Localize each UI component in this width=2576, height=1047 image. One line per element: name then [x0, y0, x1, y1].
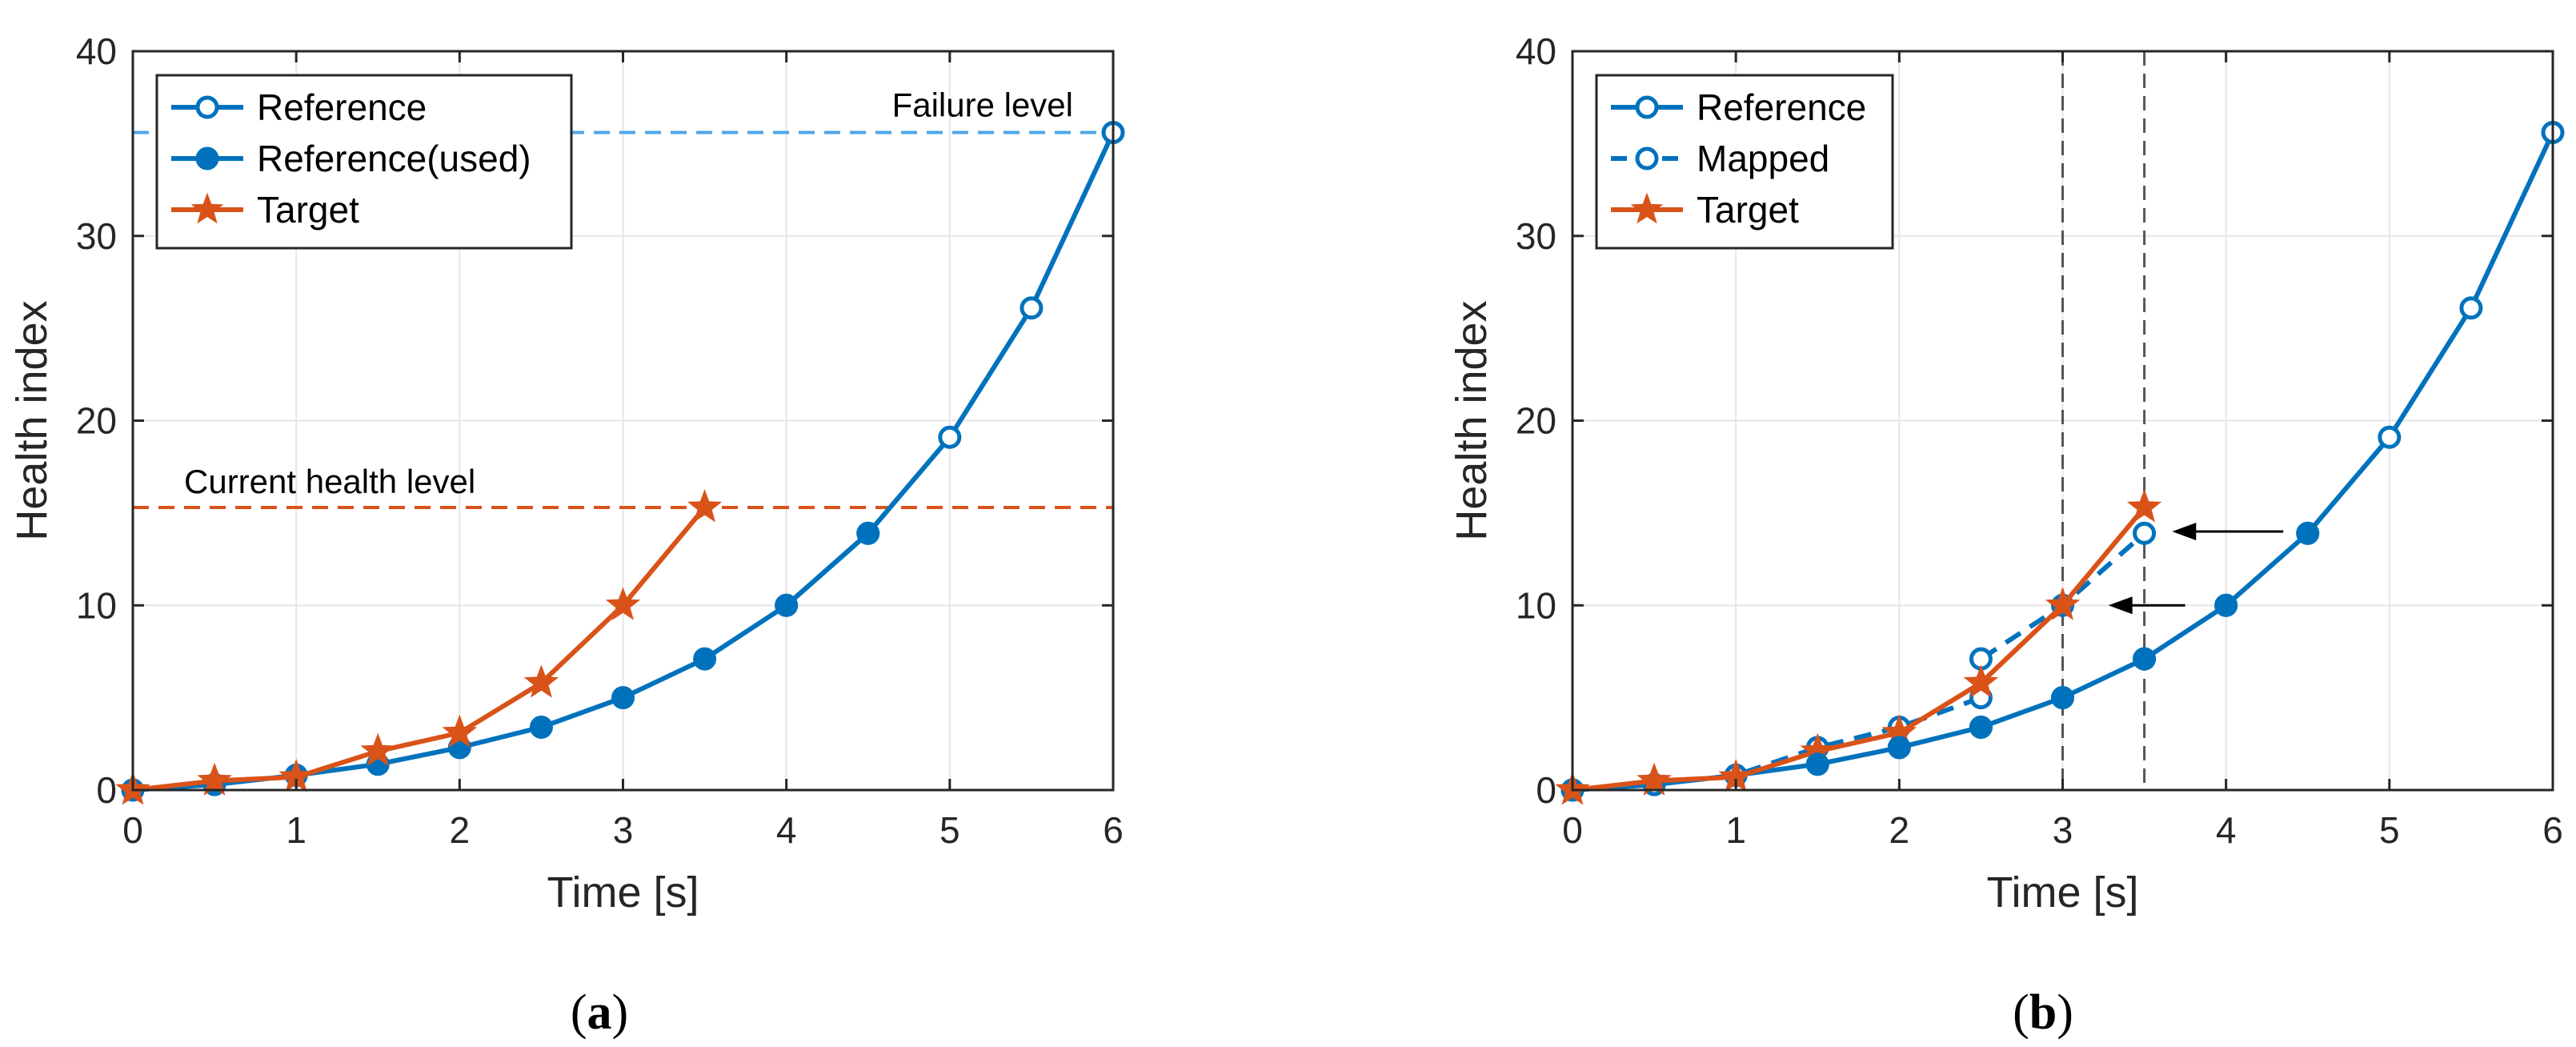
chart-a-series-2-point [197, 762, 232, 796]
chart-a-xtick-label: 1 [286, 809, 306, 851]
chart-b-ylabel: Health index [1448, 300, 1496, 540]
chart-a-series-1-point [611, 686, 635, 710]
chart-a-series-0-point [1020, 296, 1044, 320]
chart-b-ytick-label: 40 [1516, 30, 1556, 72]
chart-a-series-1-point [775, 593, 799, 617]
chart-a-legend-marker-1 [195, 146, 219, 170]
chart-b-series-2-point [2045, 587, 2081, 620]
chart-b-legend-marker-2 [1630, 192, 1664, 224]
chart-a-series-2-point [605, 587, 641, 620]
chart-a-legend-label: Target [257, 189, 359, 231]
chart-b-xtick-label: 1 [1725, 809, 1746, 851]
chart-b-xtick-label: 4 [2216, 809, 2237, 851]
chart-b-arrow-head-0 [2172, 522, 2197, 540]
chart-b-legend-label: Reference [1697, 86, 1866, 128]
chart-a-xtick-label: 0 [122, 809, 143, 851]
chart-a-ytick-label: 20 [76, 400, 117, 442]
chart-b-series-2-point [1637, 762, 1672, 796]
panel-b-caption-letter: b [2029, 985, 2057, 1040]
chart-b-series-1-point [2133, 521, 2157, 545]
chart-b-series-line-1 [1572, 532, 2146, 792]
chart-panel-a: 0 1 2 3 4 5 6 0 10 20 30 40 Time [s] Health index Fail… [8, 30, 1125, 917]
chart-panel-b: 0 1 2 3 4 5 6 0 10 20 30 40 Time [s] Health index Refe… [1448, 30, 2565, 917]
chart-b-xtick-label: 2 [1889, 809, 1910, 851]
chart-b-reference-filled-point [1887, 736, 1911, 760]
chart-b-reference-filled-point [2051, 686, 2074, 710]
panel-a-caption-open: ( [571, 985, 587, 1040]
chart-b-arrow-head-1 [2108, 596, 2133, 615]
chart-b-reference-filled-point [1969, 716, 1993, 740]
chart-a-xtick-label: 5 [939, 809, 960, 851]
chart-b-reference-filled-point [2296, 521, 2320, 545]
chart-a-series-2-point [523, 664, 559, 698]
chart-a-legend-label: Reference [257, 86, 427, 128]
chart-a-legend-marker-0 [195, 95, 219, 119]
chart-b-xtick-label: 5 [2379, 809, 2400, 851]
chart-b-xtick-label: 6 [2542, 809, 2563, 851]
chart-a-ytick-label: 40 [76, 30, 117, 72]
chart-b-xtick-label: 0 [1562, 809, 1583, 851]
chart-a-series-line-2 [132, 506, 707, 792]
chart-a-series-2-point [687, 489, 723, 523]
chart-b-xlabel: Time [s] [1986, 868, 2138, 917]
chart-a-hline-label: Current health level [184, 463, 475, 500]
chart-a-hline-label: Failure level [892, 86, 1073, 124]
panel-b-caption-open: ( [2013, 985, 2029, 1040]
chart-a-ylabel: Health index [8, 300, 56, 540]
chart-a-xtick-label: 4 [776, 809, 797, 851]
chart-b-ytick-label: 30 [1516, 215, 1556, 257]
chart-b-series-0-point [2459, 296, 2483, 320]
chart-b-xtick-label: 3 [2053, 809, 2073, 851]
chart-a-xtick-label: 3 [613, 809, 634, 851]
chart-b-legend-label: Mapped [1697, 138, 1829, 179]
chart-b-series-line-2 [1572, 506, 2146, 792]
chart-b-reference-filled-point [2133, 647, 2157, 671]
chart-a-legend-marker-2 [190, 192, 224, 224]
chart-a-ytick-label: 10 [76, 584, 117, 626]
panel-a-caption-letter: a [587, 985, 612, 1040]
chart-a-series-0-point [938, 425, 962, 449]
chart-b-legend-marker-0 [1635, 95, 1659, 119]
chart-b-series-2-point [2126, 489, 2162, 523]
chart-a-series-1-point [693, 647, 717, 671]
chart-b-series-0-point [2378, 425, 2402, 449]
chart-b-legend-label: Target [1697, 189, 1799, 231]
chart-a-series-2-point [360, 732, 396, 767]
chart-a-legend-label: Reference(used) [257, 138, 531, 179]
panel-a-caption-close: ) [612, 985, 629, 1040]
chart-a-xtick-label: 2 [450, 809, 471, 851]
chart-a-legend-box [155, 74, 573, 250]
chart-b-ytick-label: 20 [1516, 400, 1556, 442]
chart-a-ytick-label: 30 [76, 215, 117, 257]
chart-a-series-1-point [856, 521, 880, 545]
panel-b-caption: (b) [2013, 985, 2073, 1040]
chart-b-series-2-point [1963, 664, 1999, 698]
chart-b-ytick-label: 10 [1516, 584, 1556, 626]
chart-b-ytick-label: 0 [1536, 769, 1556, 811]
chart-a-series-1-point [529, 716, 553, 740]
panel-b-caption-close: ) [2057, 985, 2073, 1040]
chart-b-reference-filled-point [1805, 752, 1829, 776]
chart-b-legend-marker-1 [1635, 146, 1659, 170]
chart-a-ytick-label: 0 [96, 769, 117, 811]
panel-a-caption: (a) [571, 985, 628, 1040]
chart-a-series-2-point [442, 714, 478, 748]
chart-a-xlabel: Time [s] [547, 868, 699, 917]
chart-b-reference-filled-point [2214, 593, 2238, 617]
chart-a-xtick-label: 6 [1103, 809, 1124, 851]
